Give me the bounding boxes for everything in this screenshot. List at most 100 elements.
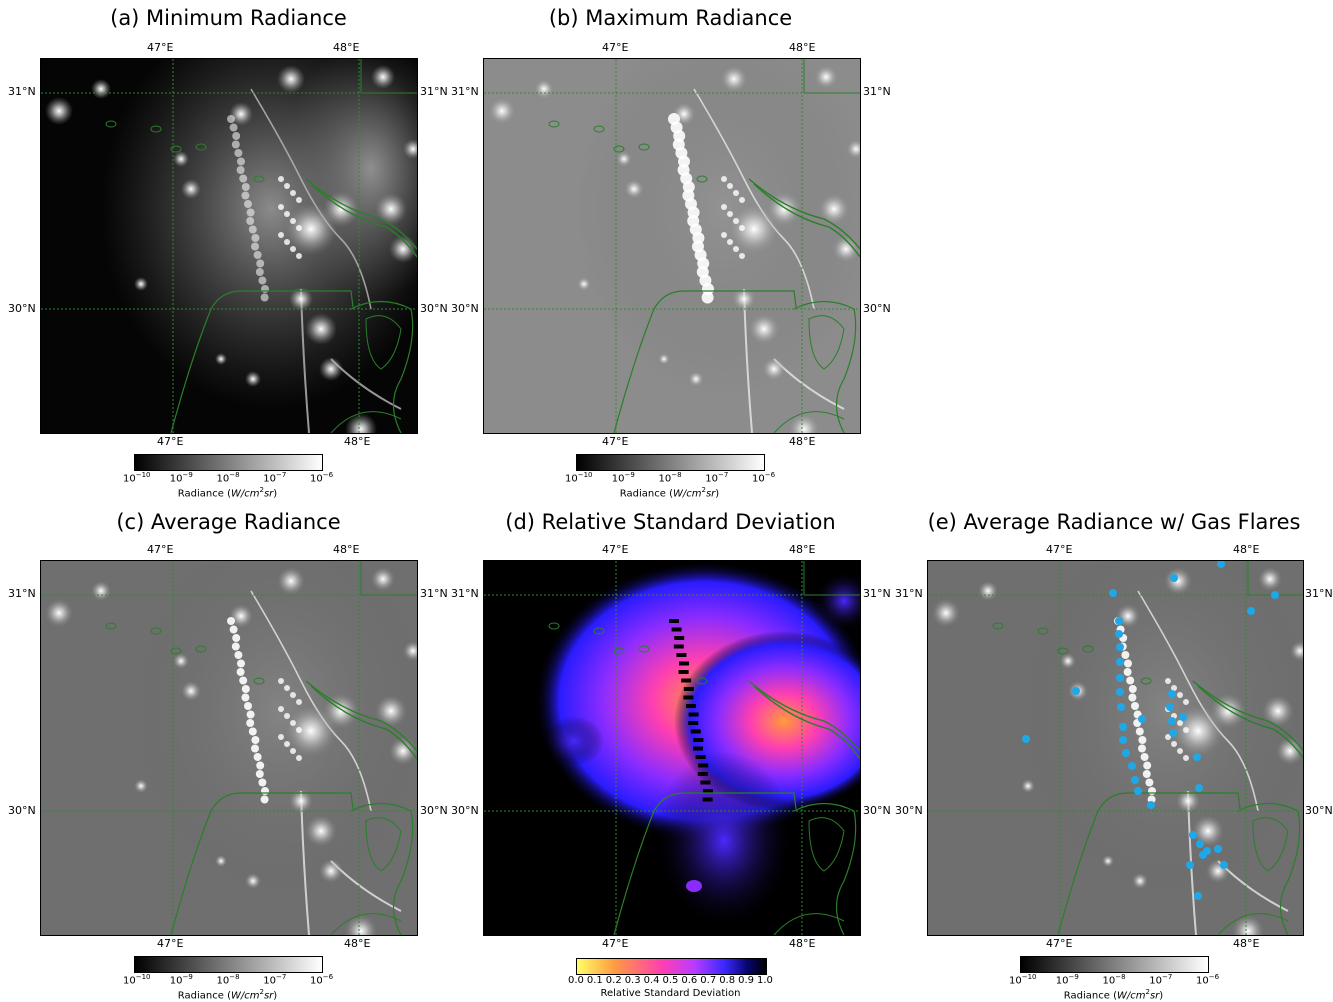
oil-field-light (1128, 693, 1137, 702)
rsd-map (483, 560, 861, 936)
gas-flare-marker (1199, 851, 1207, 859)
dark-patch (700, 780, 711, 785)
oil-field-light (251, 736, 260, 744)
colorbar-title: Radiance (W/cm2sr) (619, 486, 720, 500)
city-light (1210, 693, 1246, 729)
dark-patch (681, 678, 692, 683)
oil-field-light (1138, 736, 1147, 744)
city-light (215, 855, 227, 867)
coastline (330, 913, 402, 935)
oil-field-light (237, 157, 245, 166)
city-light (91, 79, 111, 99)
oil-field-light (1124, 659, 1132, 668)
gas-flare-marker (1220, 861, 1228, 869)
lake-outline (613, 145, 625, 153)
oil-field-light (1145, 778, 1154, 787)
colorbar-tick-label: 0.5 (662, 975, 679, 986)
gas-flare-marker (1170, 574, 1178, 582)
lat-label-left-30: 30°N (8, 804, 36, 817)
oil-field-light (231, 642, 240, 651)
city-light (1176, 789, 1200, 813)
oil-field-light (692, 232, 705, 244)
river-coast (748, 178, 860, 250)
oil-field-light (284, 183, 290, 189)
city-light (45, 97, 73, 125)
gas-flare-marker (1247, 607, 1255, 615)
city-light (173, 151, 189, 167)
city-light (173, 653, 189, 669)
oil-field-light (246, 719, 255, 727)
dark-patch (676, 653, 687, 657)
oil-field-light (1165, 734, 1171, 740)
city-light (389, 235, 417, 263)
lon-label-top-48: 48°E (789, 41, 816, 54)
river-coast (748, 680, 860, 752)
coastline (773, 913, 845, 935)
oil-field-light (232, 634, 241, 642)
colorbar-tick-label: 10−10 (565, 471, 593, 485)
city-light (1232, 915, 1264, 935)
colorbar-tick-label: 10−9 (169, 471, 193, 485)
city-light (788, 413, 820, 433)
map-svg (484, 59, 860, 433)
colorbar-tick-label: 1.0 (757, 975, 773, 986)
lat-label-left-31: 31°N (451, 587, 479, 600)
city-light (371, 567, 395, 591)
oil-field-light (251, 242, 259, 251)
city-light (577, 277, 591, 291)
colorbar-tick-label: 0.8 (719, 975, 736, 986)
panel-title: (a) Minimum Radiance (110, 6, 347, 30)
colorbar-tick-label: 0.9 (738, 975, 754, 986)
city-light (245, 371, 261, 387)
lake-outline (1037, 627, 1049, 635)
lat-label-right-31: 31°N (863, 85, 891, 98)
coastline (808, 315, 845, 370)
map-svg (928, 561, 1303, 935)
city-light (814, 65, 838, 89)
colorbar-tick-label: 10−6 (752, 471, 776, 485)
city-light (91, 581, 111, 601)
gas-flare-marker (1109, 589, 1117, 597)
oil-field-light (234, 149, 243, 157)
panel-title: (e) Average Radiance w/ Gas Flares (927, 510, 1301, 534)
colorbar-tick-label: 0.3 (624, 975, 641, 986)
colorbar-tick-label: 10−8 (216, 471, 240, 485)
gas-flare-marker (1116, 688, 1124, 696)
gas-flare-marker (1168, 690, 1176, 698)
oil-field-light (246, 208, 255, 217)
oil-field-light (278, 232, 284, 238)
lake-outline (613, 647, 625, 655)
city-light (534, 79, 554, 99)
lake-outline (105, 622, 117, 630)
oil-field-light (721, 232, 727, 238)
lon-label-bottom-48: 48°E (789, 937, 816, 950)
city-light (345, 413, 377, 433)
lake-outline (548, 120, 560, 128)
dark-patch (683, 687, 694, 691)
panel-title: (c) Average Radiance (116, 510, 341, 534)
oil-field-light (232, 132, 241, 140)
oil-field-light (251, 744, 259, 753)
radiance-gradient (134, 454, 323, 471)
oil-field-light (239, 676, 248, 685)
oil-field-light (1142, 770, 1151, 778)
gas-flare-marker (1217, 561, 1225, 568)
city-light (688, 371, 704, 387)
gas-flare-marker (1271, 591, 1279, 599)
oil-field-light (227, 115, 235, 123)
dark-patch (690, 729, 701, 734)
lon-label-bottom-47: 47°E (157, 435, 184, 448)
gas-flare-marker (1116, 658, 1124, 666)
city-light (134, 277, 148, 291)
gas-flare-marker (1214, 845, 1222, 853)
oil-field-light (284, 211, 290, 217)
city-light (720, 65, 748, 93)
gas-flare-marker (1119, 736, 1127, 744)
gas-flare-marker (1138, 715, 1146, 723)
oil-field-light (296, 699, 302, 705)
colorbar-tick-label: 10−9 (169, 973, 193, 987)
dark-patch (688, 721, 699, 725)
gas-flare-marker (1168, 717, 1176, 725)
colorbar-tick-label: 0.4 (643, 975, 660, 986)
colorbar-tick-label: 10−6 (310, 471, 334, 485)
